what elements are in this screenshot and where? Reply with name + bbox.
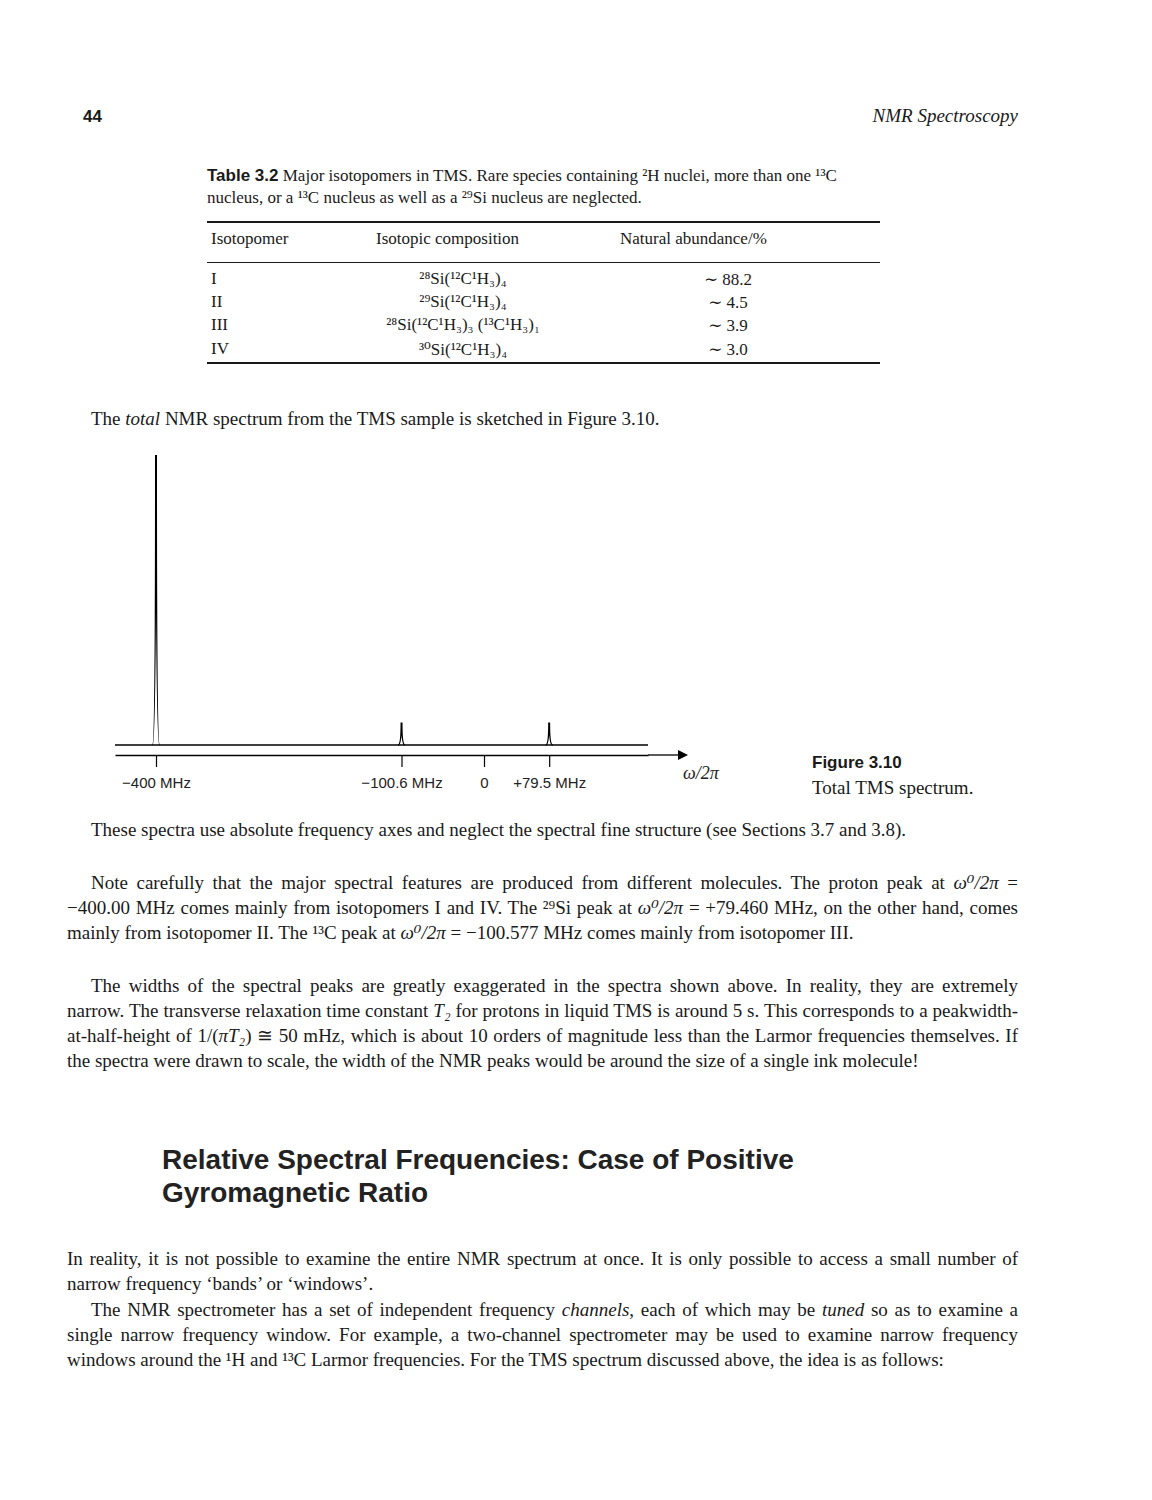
paragraph: The total NMR spectrum from the TMS samp… <box>67 406 1018 431</box>
page-number: 44 <box>83 107 102 127</box>
text-run: The NMR spectrometer has a set of indepe… <box>91 1299 562 1320</box>
table-caption-text: Major isotopomers in TMS. Rare species c… <box>207 166 837 207</box>
text-run: These spectra use absolute frequency axe… <box>91 819 906 840</box>
text-run: NMR spectrum from the TMS sample is sket… <box>160 408 659 429</box>
table-header: Isotopomer <box>211 229 288 249</box>
text-run: total <box>125 408 160 429</box>
text-run: T₂ <box>433 1000 450 1021</box>
paragraph: Note carefully that the major spectral f… <box>67 870 1018 945</box>
table-cell: II <box>211 292 222 312</box>
x-tick: −100.6 MHz <box>361 755 442 791</box>
x-tick: +79.5 MHz <box>513 755 586 791</box>
plot-area <box>115 455 648 745</box>
table-caption: Table 3.2 Major isotopomers in TMS. Rare… <box>207 165 880 209</box>
x-tick: −400 MHz <box>122 755 191 791</box>
axis-arrow <box>648 754 678 755</box>
running-title: NMR Spectroscopy <box>873 105 1018 127</box>
x-tick-label: −400 MHz <box>122 774 191 791</box>
table-cell: ∼ 3.0 <box>528 339 928 360</box>
paragraph: In reality, it is not possible to examin… <box>67 1246 1018 1296</box>
paragraph: The widths of the spectral peaks are gre… <box>67 973 1018 1073</box>
peak <box>153 455 160 745</box>
figure-caption: Total TMS spectrum. <box>812 777 973 799</box>
section-heading: Relative Spectral Frequencies: Case of P… <box>162 1143 922 1209</box>
table-cell: I <box>211 269 217 289</box>
text-run: The <box>91 408 125 429</box>
baseline <box>115 744 648 745</box>
text-run: ω⁰/2π <box>953 872 998 893</box>
peak <box>546 723 553 745</box>
text-run: channels <box>562 1299 630 1320</box>
table-cell: ∼ 4.5 <box>528 292 928 313</box>
x-tick-mark <box>156 755 157 767</box>
axis-arrowhead <box>678 750 688 760</box>
figure-label: Figure 3.10 <box>812 753 902 773</box>
paragraph: These spectra use absolute frequency axe… <box>67 817 1018 842</box>
x-axis: −400 MHz −100.6 MHz 0 +79.5 MHz <box>116 755 649 791</box>
text-run: In reality, it is not possible to examin… <box>67 1248 1018 1294</box>
x-tick-mark <box>549 755 550 767</box>
x-tick-mark <box>484 755 485 767</box>
x-tick-mark <box>401 755 402 767</box>
text-run: Note carefully that the major spectral f… <box>91 872 953 893</box>
table-cell: ∼ 88.2 <box>528 269 928 290</box>
table-cell: ²⁹Si(¹²C¹H₃)₄ <box>263 292 663 312</box>
table-cell: IV <box>211 339 229 359</box>
text-run: ω⁰/2π <box>638 897 683 918</box>
x-tick-label: −100.6 MHz <box>361 774 442 791</box>
text-run: , each of which may be <box>629 1299 822 1320</box>
table-header: Natural abundance/% <box>620 229 767 249</box>
table-rule <box>207 362 880 364</box>
x-axis-title: ω/2π <box>683 763 720 783</box>
x-tick-label: 0 <box>480 774 488 791</box>
spectrum-chart: −400 MHz −100.6 MHz 0 +79.5 MHz ω/2π <box>0 430 1152 810</box>
table-header: Isotopic composition <box>376 229 519 249</box>
text-run: πT₂ <box>219 1025 246 1046</box>
x-tick: 0 <box>480 755 488 791</box>
peak <box>398 723 405 745</box>
text-run: ω⁰/2π <box>400 922 445 943</box>
table-label: Table 3.2 <box>207 166 279 185</box>
table-rule <box>207 262 880 263</box>
table-cell: ²⁸Si(¹²C¹H₃)₃ (¹³C¹H₃)₁ <box>263 315 663 335</box>
table-cell: ∼ 3.9 <box>528 315 928 336</box>
table-cell: III <box>211 315 228 335</box>
text-run: = −100.577 MHz comes mainly from isotopo… <box>446 922 854 943</box>
text-run: tuned <box>822 1299 864 1320</box>
paragraph: The NMR spectrometer has a set of indepe… <box>67 1297 1018 1372</box>
x-axis-line <box>116 755 649 756</box>
x-tick-label: +79.5 MHz <box>513 774 586 791</box>
table-cell: ³⁰Si(¹²C¹H₃)₄ <box>263 339 663 360</box>
table-cell: ²⁸Si(¹²C¹H₃)₄ <box>263 269 663 289</box>
table-rule <box>207 221 880 223</box>
